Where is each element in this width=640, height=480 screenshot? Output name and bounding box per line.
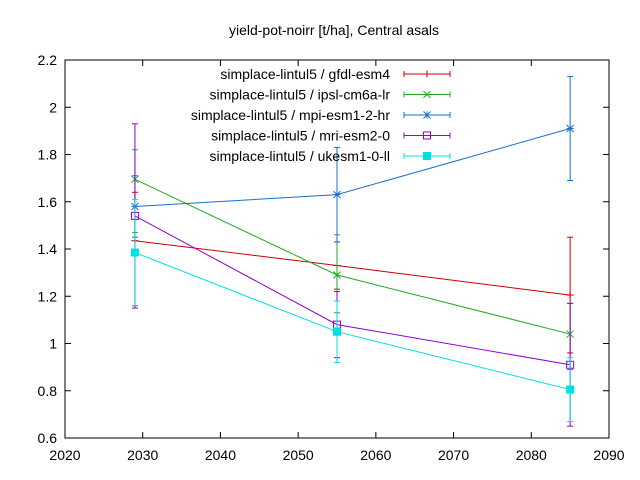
series-line	[134, 215, 571, 366]
legend-entry: simplace-lintul5 / mpi-esm1-2-hr	[191, 107, 451, 123]
legend-label: simplace-lintul5 / mpi-esm1-2-hr	[191, 107, 391, 123]
y-tick-label: 0.8	[38, 383, 58, 399]
x-tick-label: 2030	[127, 447, 158, 463]
y-tick-label: 1.6	[38, 194, 58, 210]
y-tick-label: 1.8	[38, 147, 58, 163]
legend-marker	[423, 90, 431, 99]
legend: simplace-lintul5 / gfdl-esm4 simplace-lin…	[191, 66, 451, 164]
y-tick-label: 2	[49, 99, 57, 115]
x-tick-label: 2060	[360, 447, 391, 463]
x-tick-label: 2080	[516, 447, 547, 463]
y-tick-label: 1	[49, 336, 57, 352]
series-1	[131, 191, 574, 354]
series-line	[134, 240, 571, 296]
legend-label: simplace-lintul5 / ukesm1-0-ll	[209, 148, 390, 164]
legend-label: simplace-lintul5 / gfdl-esm4	[220, 66, 390, 82]
series-5	[130, 198, 575, 422]
legend-label: simplace-lintul5 / ipsl-cm6a-lr	[210, 87, 391, 103]
data-point	[333, 327, 341, 336]
chart-title: yield-pot-noirr [t/ha], Central asals	[229, 22, 439, 38]
x-tick-label: 2050	[283, 447, 314, 463]
legend-entry: simplace-lintul5 / gfdl-esm4	[220, 66, 451, 82]
data-point	[566, 291, 574, 299]
plot-area: 2020 2030 2040 2050 2060 2070 2080 2090 0.6 0.8 1 1…	[38, 52, 625, 463]
legend-entry: simplace-lintul5 / ukesm1-0-ll	[209, 148, 451, 164]
y-tick-label: 2.2	[38, 52, 58, 68]
x-tick-label: 2040	[205, 447, 236, 463]
data-point	[333, 271, 341, 279]
legend-marker	[423, 131, 431, 140]
x-tick-label: 2090	[593, 447, 624, 463]
legend-entry: simplace-lintul5 / mri-esm2-0	[211, 128, 451, 144]
data-point	[566, 385, 575, 394]
legend-entry: simplace-lintul5 / ipsl-cm6a-lr	[210, 87, 451, 103]
series-2	[131, 149, 574, 370]
legend-marker	[423, 70, 431, 78]
series-4	[130, 123, 575, 427]
data-point	[130, 248, 139, 257]
x-tick-label: 2020	[49, 447, 80, 463]
legend-marker	[423, 111, 431, 119]
x-tick-label: 2070	[438, 447, 469, 463]
plot-frame	[64, 59, 610, 439]
data-point	[333, 190, 341, 199]
y-tick-label: 0.6	[38, 430, 58, 446]
legend-label: simplace-lintul5 / mri-esm2-0	[211, 128, 390, 144]
series-line	[134, 252, 571, 391]
legend-marker	[423, 152, 431, 160]
y-tick-label: 1.2	[38, 288, 58, 304]
data-point	[566, 124, 574, 133]
y-tick-label: 1.4	[38, 241, 58, 257]
